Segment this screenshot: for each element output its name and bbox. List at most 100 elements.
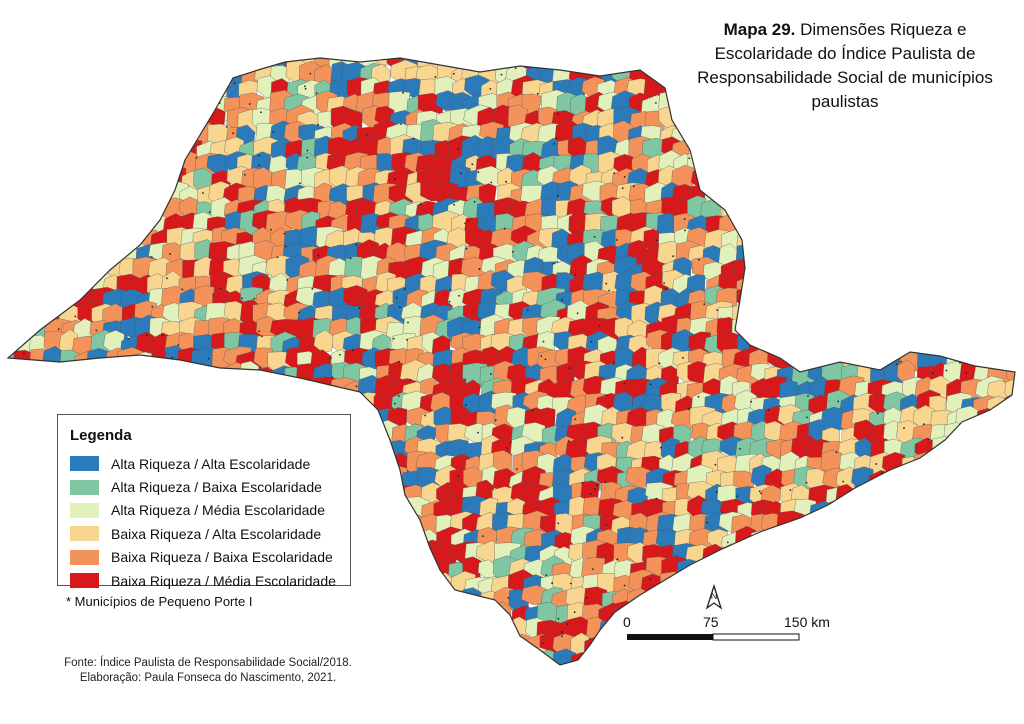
municipality-cell: [912, 150, 941, 182]
source-line: Fonte: Índice Paulista de Responsabilida…: [64, 657, 352, 669]
municipality-cell: [752, 302, 775, 326]
municipality-cell: [630, 620, 648, 648]
small-municipality-dot: [261, 335, 263, 338]
small-municipality-dot: [166, 277, 168, 280]
municipality-cell: [716, 181, 738, 203]
municipality-cell: [313, 329, 335, 353]
small-municipality-dot: [355, 243, 358, 246]
municipality-cell: [162, 302, 184, 324]
municipality-cell: [854, 513, 875, 536]
municipality-cell: [8, 196, 26, 227]
municipality-cell: [882, 664, 906, 665]
small-municipality-dot: [596, 484, 598, 486]
municipality-cell: [57, 377, 80, 407]
municipality-cell: [105, 196, 127, 226]
municipality-cell: [927, 454, 955, 485]
municipality-cell: [732, 122, 752, 149]
municipality-cell: [91, 201, 115, 230]
municipality-cell: [869, 540, 891, 569]
municipality-cell: [117, 105, 145, 133]
municipality-cell: [867, 136, 891, 166]
small-municipality-dot: [573, 611, 576, 613]
municipality-cell: [59, 632, 87, 654]
small-municipality-dot: [716, 309, 719, 311]
municipality-cell: [27, 227, 46, 248]
municipality-cell: [8, 528, 23, 552]
municipality-cell: [44, 185, 71, 211]
municipality-cell: [1000, 125, 1015, 153]
small-municipality-dot: [581, 482, 584, 485]
municipality-cell: [973, 662, 996, 665]
municipality-cell: [926, 257, 948, 288]
municipality-cell: [89, 58, 111, 71]
municipality-cell: [1000, 587, 1015, 617]
municipality-cell: [822, 332, 849, 359]
municipality-cell: [104, 106, 131, 134]
municipality-cell: [957, 515, 985, 545]
municipality-cell: [897, 543, 921, 572]
municipality-cell: [989, 422, 1008, 446]
municipality-cell: [944, 243, 965, 269]
municipality-cell: [897, 513, 926, 541]
municipality-cell: [404, 634, 431, 658]
small-municipality-dot: [604, 481, 607, 484]
municipality-cell: [986, 134, 1015, 160]
municipality-cell: [8, 125, 21, 155]
municipality-cell: [931, 600, 953, 624]
municipality-cell: [809, 226, 833, 250]
municipality-cell: [146, 123, 167, 149]
municipality-cell: [30, 197, 50, 224]
small-municipality-dot: [623, 382, 626, 385]
small-municipality-dot: [616, 239, 618, 241]
municipality-cell: [178, 616, 200, 641]
small-municipality-dot: [358, 307, 361, 310]
municipality-cell: [360, 591, 383, 621]
municipality-cell: [912, 526, 932, 552]
municipality-cell: [792, 241, 817, 264]
small-municipality-dot: [684, 229, 686, 232]
small-municipality-dot: [505, 180, 507, 183]
municipality-cell: [46, 104, 74, 136]
municipality-cell: [131, 80, 159, 109]
municipality-cell: [988, 531, 1014, 562]
municipality-cell: [717, 662, 741, 665]
municipality-cell: [104, 619, 130, 640]
municipality-cell: [192, 78, 221, 106]
municipality-cell: [29, 569, 53, 599]
municipality-cell: [837, 617, 860, 639]
municipality-cell: [775, 556, 801, 581]
municipality-cell: [1018, 243, 1024, 264]
municipality-cell: [853, 196, 878, 220]
municipality-cell: [881, 285, 907, 311]
municipality-cell: [8, 421, 25, 448]
municipality-cell: [973, 271, 999, 300]
municipality-cell: [8, 286, 15, 315]
municipality-cell: [837, 573, 865, 598]
municipality-cell: [883, 125, 903, 146]
municipality-cell: [867, 286, 888, 311]
municipality-cell: [737, 184, 761, 211]
municipality-cell: [776, 182, 801, 210]
municipality-cell: [417, 584, 437, 617]
municipality-cell: [118, 186, 142, 215]
small-municipality-dot: [253, 297, 256, 300]
municipality-cell: [805, 651, 831, 665]
municipality-cell: [1017, 652, 1024, 677]
municipality-cell: [30, 58, 56, 73]
small-municipality-dot: [507, 596, 510, 599]
small-municipality-dot: [257, 154, 260, 157]
municipality-cell: [61, 242, 83, 271]
municipality-cell: [465, 633, 493, 658]
municipality-cell: [1006, 485, 1015, 512]
municipality-cell: [916, 287, 944, 317]
small-municipality-dot: [687, 407, 690, 410]
small-municipality-dot: [593, 236, 596, 238]
municipality-cell: [702, 169, 728, 199]
municipality-cell: [194, 615, 214, 636]
small-municipality-dot: [298, 311, 300, 314]
municipality-cell: [30, 169, 50, 197]
municipality-cell: [822, 154, 844, 176]
municipality-cell: [388, 555, 416, 579]
municipality-cell: [840, 497, 870, 525]
